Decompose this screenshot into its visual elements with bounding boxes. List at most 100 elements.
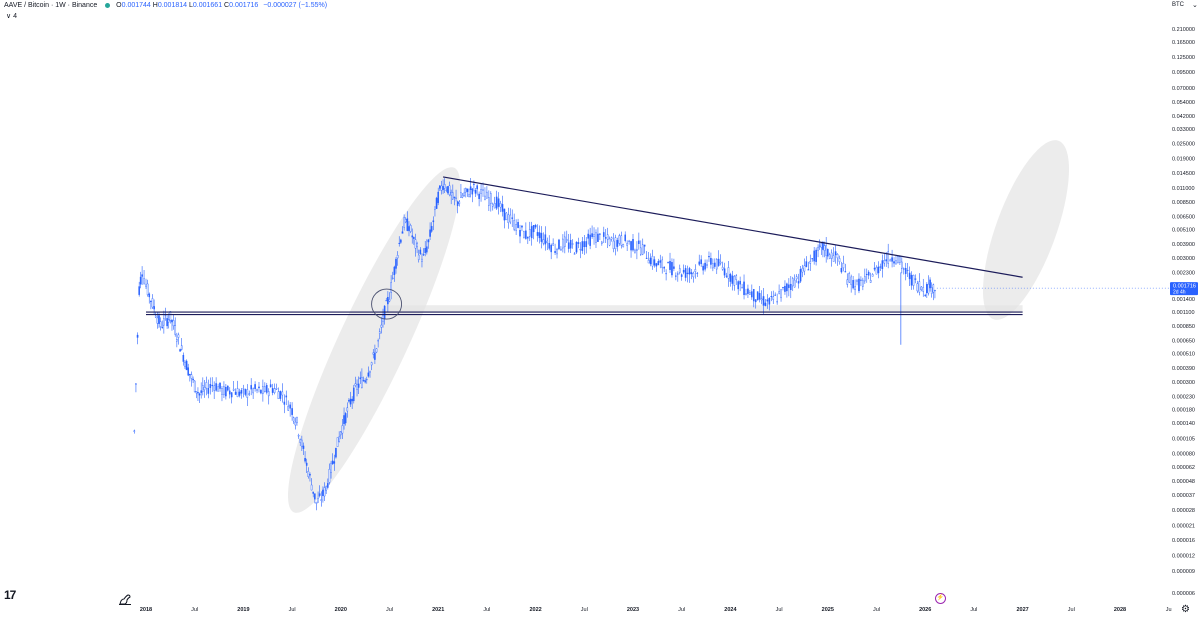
candle-body (902, 268, 905, 270)
candle-body (791, 278, 794, 287)
candle-body (932, 284, 935, 293)
candle-body (469, 186, 472, 190)
candle-body (437, 191, 440, 203)
candle-body (717, 258, 720, 266)
candle-body (429, 229, 431, 237)
candle-body (774, 294, 777, 296)
gear-icon[interactable]: ⚙ (1181, 604, 1190, 615)
chevron-down-icon[interactable]: ⌄ (1192, 2, 1198, 9)
candle-body (525, 230, 527, 239)
candle-body (192, 378, 194, 381)
candle-body (577, 242, 580, 244)
y-tick-label: 0.025000 (1172, 142, 1195, 148)
candle-body (877, 266, 880, 274)
candle-body (374, 352, 376, 360)
candle-body (852, 280, 854, 289)
candle-body (901, 261, 903, 269)
candle-body (193, 380, 196, 393)
candle-body (817, 246, 819, 251)
indicators-collapse-button[interactable]: ∨ 4 (6, 13, 17, 20)
candle-body (788, 284, 790, 288)
candle-body (599, 233, 601, 235)
y-tick-label: 0.000062 (1172, 465, 1195, 471)
candle-body (770, 296, 773, 298)
x-tick-label: Ju (1166, 607, 1172, 613)
candle-body (211, 384, 214, 387)
candle-body (309, 473, 311, 476)
candle-body (809, 260, 812, 264)
x-tick-label: Jul (483, 607, 490, 613)
candle-body (359, 377, 362, 380)
price-axis-currency[interactable]: BTC (1172, 2, 1184, 8)
candle-body (811, 258, 814, 260)
candle-body (897, 256, 899, 263)
support-zone (386, 305, 1023, 313)
candle-body (698, 261, 701, 265)
candle-body (198, 393, 201, 396)
candle-body (499, 203, 502, 208)
candle-body (573, 253, 576, 255)
candle-body (430, 226, 433, 232)
candle-body (234, 391, 237, 395)
candle-body (793, 279, 796, 288)
high-label: H (152, 2, 158, 9)
candle-body (618, 235, 621, 244)
candle-body (200, 390, 202, 393)
symbol-legend[interactable]: AAVE / Bitcoin · 1W · Binance O0.001744 … (4, 2, 327, 9)
candle-body (914, 278, 917, 280)
y-tick-label: 0.011000 (1172, 186, 1195, 192)
candle-body (378, 331, 381, 334)
candle-body (885, 259, 888, 262)
candle-body (205, 382, 208, 389)
candle-body (636, 249, 638, 251)
candle-body (682, 269, 685, 273)
candle-body (830, 252, 833, 259)
y-tick-label: 0.125000 (1172, 55, 1195, 61)
candle-body (138, 286, 140, 295)
candle-body (403, 217, 405, 228)
candle-body (174, 325, 177, 335)
candle-body (439, 185, 441, 189)
candle-body (565, 239, 568, 242)
candle-body (881, 260, 884, 270)
dino-icon[interactable] (118, 592, 132, 606)
candle-body (634, 249, 636, 253)
candle-body (242, 388, 245, 390)
candle-body (416, 243, 418, 247)
candle-body (875, 267, 878, 275)
descending-trendline (442, 176, 1023, 278)
candle-body (840, 268, 843, 273)
x-tick-label: 2026 (919, 607, 931, 613)
candle-body (333, 461, 336, 464)
candle-body (626, 242, 628, 246)
candle-body (768, 298, 771, 305)
x-tick-label: Jul (581, 607, 588, 613)
candle-body (550, 244, 552, 253)
candle-body (351, 398, 353, 402)
x-tick-label: 2022 (529, 607, 541, 613)
candle-body (291, 408, 293, 415)
candle-body (641, 244, 644, 255)
candle-body (497, 198, 500, 207)
candle-body (639, 247, 642, 255)
x-tick-label: 2025 (822, 607, 834, 613)
candle-body (883, 260, 886, 264)
candle-body (262, 386, 264, 394)
candle-body (856, 280, 858, 282)
candle-body (509, 214, 512, 223)
candle-body (335, 447, 337, 458)
candle-body (799, 268, 802, 282)
candle-body (850, 276, 852, 285)
candle-body (482, 189, 484, 191)
candle-body (597, 233, 599, 242)
symbol-title[interactable]: AAVE / Bitcoin · 1W · Binance (4, 2, 98, 9)
candle-body (294, 421, 297, 426)
event-icon[interactable]: ⚡ (935, 593, 946, 604)
candle-body (361, 377, 363, 388)
x-tick-label: Jul (191, 607, 198, 613)
candle-body (495, 196, 498, 209)
tradingview-logo[interactable]: 17 (4, 588, 16, 602)
y-tick-label: 0.014500 (1172, 171, 1195, 177)
